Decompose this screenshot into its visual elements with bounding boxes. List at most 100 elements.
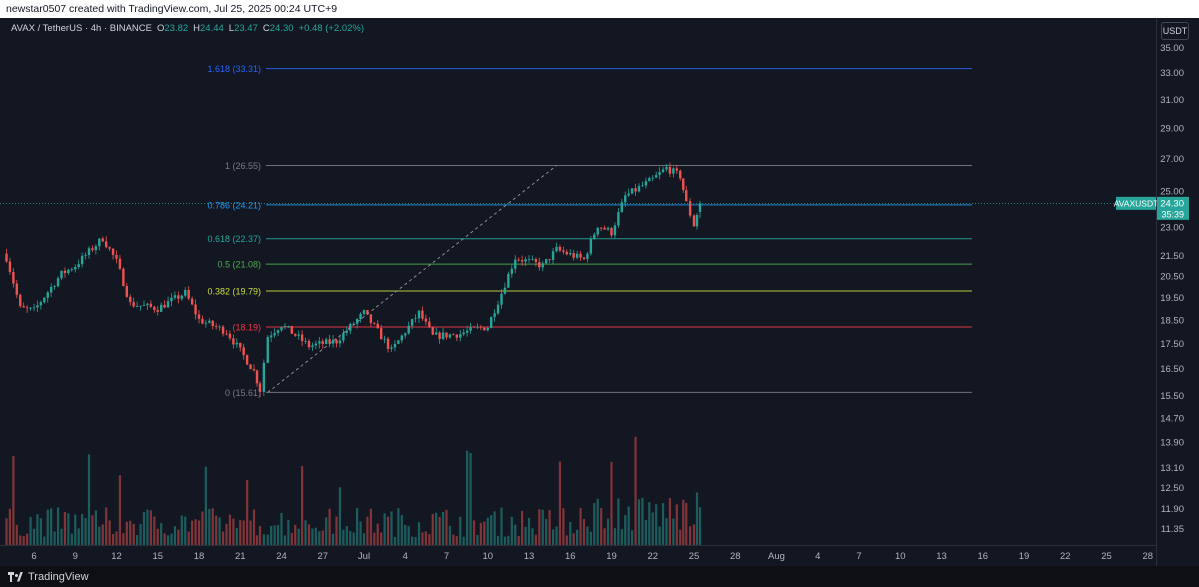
candle-body [620, 202, 624, 213]
candle [445, 332, 448, 340]
candle-body [455, 334, 459, 338]
candle-body [692, 215, 696, 227]
candle [610, 226, 613, 238]
price-tick-label: 31.00 [1160, 95, 1184, 106]
symbol-name[interactable]: AVAX / TetherUS · 4h · BINANCE [11, 23, 152, 34]
candle [328, 334, 331, 348]
candle-body [469, 326, 472, 331]
candle [132, 297, 135, 308]
candle [39, 300, 43, 310]
tradingview-logo[interactable]: TradingView [8, 570, 89, 583]
candle-body [201, 318, 204, 324]
candle-body [77, 264, 80, 267]
volume-bar [472, 520, 476, 545]
volume-bar [301, 465, 304, 545]
candle [507, 271, 510, 288]
candle [489, 316, 493, 329]
volume-bar [221, 531, 225, 545]
candle [98, 238, 101, 251]
candle-body [404, 333, 407, 336]
candle [558, 244, 562, 253]
candle-body [60, 270, 63, 279]
candle [434, 327, 438, 335]
candle [262, 359, 266, 396]
candle [362, 309, 366, 316]
candle-body [170, 297, 173, 302]
volume-bar [246, 479, 249, 545]
candle-body [328, 339, 331, 344]
time-axis[interactable]: 6 9 12 15 18 21 24 27 Jul 4 7 10 13 16 19 22 25 28 Aug 4 7 10… [0, 545, 1156, 563]
candle-body [538, 262, 541, 268]
candle [486, 326, 489, 332]
volume-bar [524, 526, 527, 545]
candle-body [166, 301, 170, 308]
time-tick-label: 4 [403, 551, 408, 562]
candle [218, 324, 221, 331]
volume-bar [517, 535, 520, 545]
candle-body [503, 287, 507, 294]
volume-bar [318, 531, 321, 545]
price-tick-label: 23.00 [1160, 222, 1184, 233]
candle [431, 326, 434, 336]
volume-bar [386, 516, 390, 545]
candle-body [651, 177, 654, 179]
candle [25, 305, 29, 313]
candle-body [225, 333, 228, 335]
candle-body [53, 286, 56, 288]
price-tick-label: 16.50 [1160, 364, 1184, 375]
candle [493, 309, 496, 322]
volume-bar [98, 526, 101, 545]
candle-body [373, 322, 376, 324]
price-tag-countdown: 35:39 [1161, 209, 1184, 219]
candle-body [524, 259, 527, 262]
trendline[interactable] [267, 165, 557, 393]
volume-bar [356, 507, 359, 545]
candle [221, 325, 225, 337]
candle-body [180, 295, 184, 299]
candle-body [665, 166, 668, 170]
candle-body [108, 247, 111, 249]
candle [524, 256, 527, 266]
price-axis[interactable]: 35.00 33.00 31.00 29.00 27.00 25.00 23.00 21.50… [1156, 18, 1185, 566]
chart-canvas[interactable]: 1.618 (33.31) 1 (26.55) 0.786 (24.21) 0.618… [0, 18, 1199, 566]
volume-bar [565, 535, 568, 545]
candle [108, 246, 111, 252]
candle [596, 227, 599, 238]
low-label: L [228, 23, 235, 34]
volume-bar [431, 513, 434, 545]
candle-body [214, 326, 218, 327]
candle [190, 296, 194, 306]
candle-body [287, 325, 290, 327]
candle [159, 302, 163, 313]
volume-bars [5, 436, 702, 545]
candle-body [496, 304, 500, 314]
candle [135, 301, 139, 308]
volume-bar [297, 528, 300, 545]
candle-body [558, 246, 562, 251]
candle-body [118, 258, 122, 269]
volume-bar [156, 528, 159, 545]
candle-body [139, 305, 142, 307]
high-value: 24.44 [200, 23, 224, 34]
volume-bar [352, 532, 355, 545]
candle [496, 300, 500, 316]
candle [266, 334, 269, 364]
tradingview-brand: TradingView [28, 570, 89, 583]
candle-body [462, 332, 465, 335]
candle-body [5, 253, 8, 262]
volume-bar [644, 519, 647, 545]
candle [300, 330, 304, 346]
candle [390, 344, 393, 352]
candle-body [245, 355, 249, 365]
volume-bar [496, 535, 500, 545]
volume-bar [270, 525, 273, 545]
candle [410, 318, 414, 330]
time-tick-label: 19 [606, 551, 617, 562]
volume-bar [651, 512, 654, 545]
currency-button[interactable]: USDT [1161, 22, 1189, 40]
volume-bar [637, 499, 641, 545]
volume-bar [661, 503, 665, 545]
candle [32, 303, 36, 312]
fib-retracement[interactable]: 1.618 (33.31) 1 (26.55) 0.786 (24.21) 0.618… [207, 64, 972, 398]
candle [383, 335, 386, 344]
